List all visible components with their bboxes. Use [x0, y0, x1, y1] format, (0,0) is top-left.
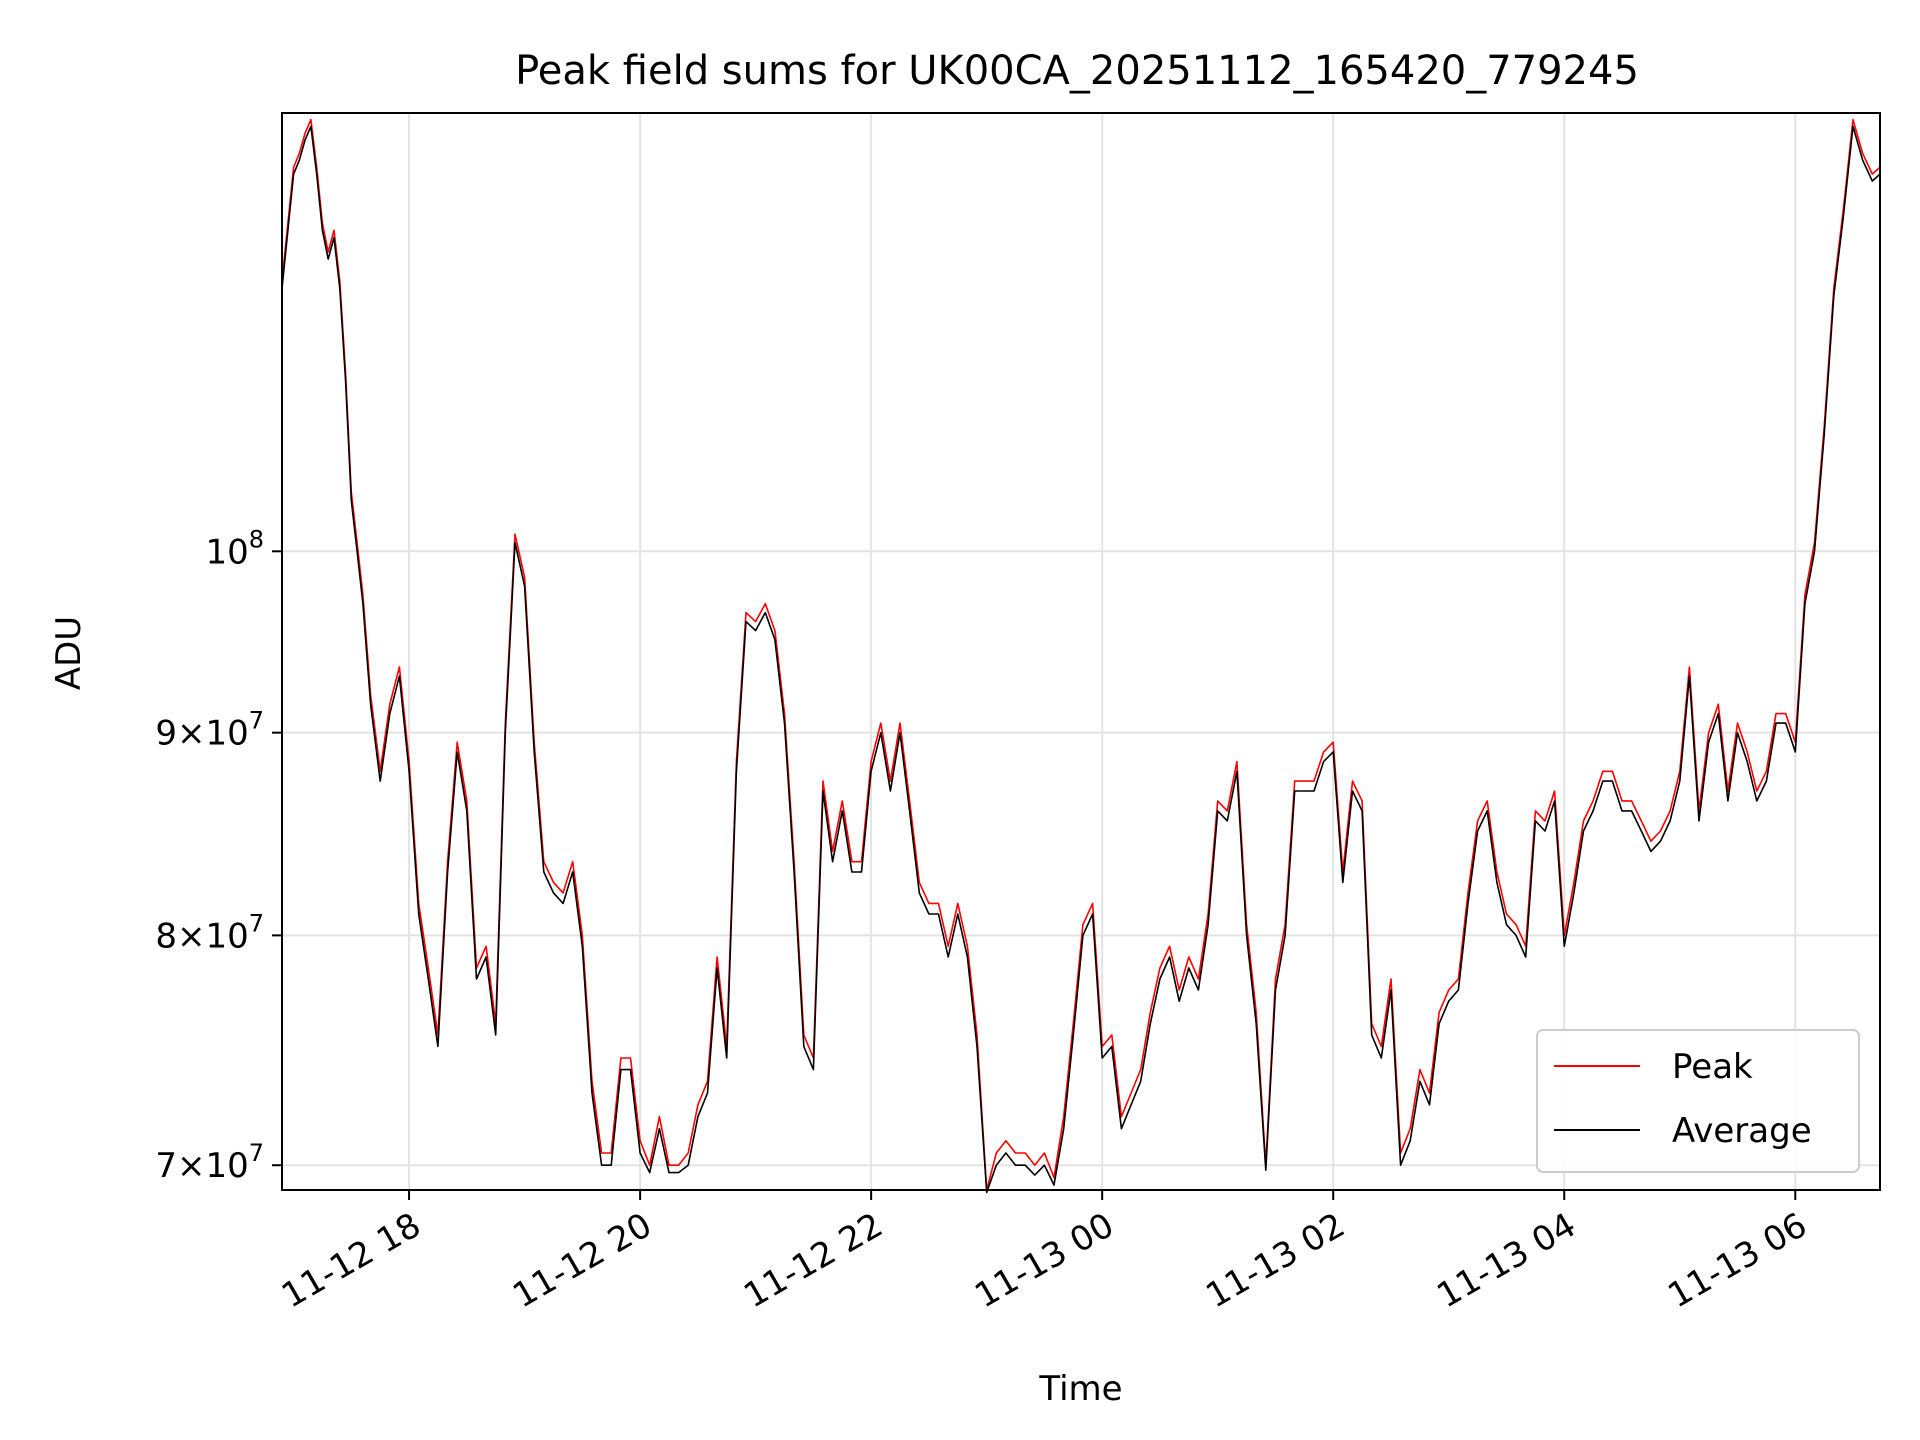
series-line-average	[281, 125, 1881, 1194]
x-tick-layer: 11-12 18 11-12 20 11-12 22 11-13 00 11-13 02…	[275, 1190, 1814, 1316]
y-tick-layer: 7×107 8×107 9×107 108	[155, 525, 282, 1186]
legend-label-average: Average	[1672, 1111, 1812, 1151]
x-tick-label: 11-12 20	[506, 1205, 658, 1316]
x-tick-label: 11-13 04	[1430, 1205, 1582, 1316]
plot-frame	[281, 112, 1881, 1191]
x-tick-label: 11-13 00	[968, 1205, 1120, 1316]
y-axis-label: ADU	[49, 616, 89, 690]
x-tick-label: 11-12 22	[737, 1205, 889, 1316]
y-tick-label: 7×107	[155, 1139, 264, 1186]
y-tick-label: 8×107	[155, 909, 264, 956]
x-tick-label: 11-13 02	[1199, 1205, 1351, 1316]
y-tick-label: 9×107	[155, 707, 264, 754]
legend: Peak Average	[1536, 1029, 1860, 1173]
x-tick-label: 11-12 18	[275, 1205, 427, 1316]
x-tick-label: 11-13 06	[1661, 1205, 1813, 1316]
y-tick-label: 108	[205, 525, 264, 572]
legend-label-peak: Peak	[1672, 1047, 1753, 1087]
x-axis-label: Time	[1038, 1369, 1122, 1409]
grid-layer	[282, 113, 1880, 1190]
chart-title: Peak field sums for UK00CA_20251112_1654…	[515, 48, 1639, 94]
series-layer	[281, 118, 1881, 1194]
